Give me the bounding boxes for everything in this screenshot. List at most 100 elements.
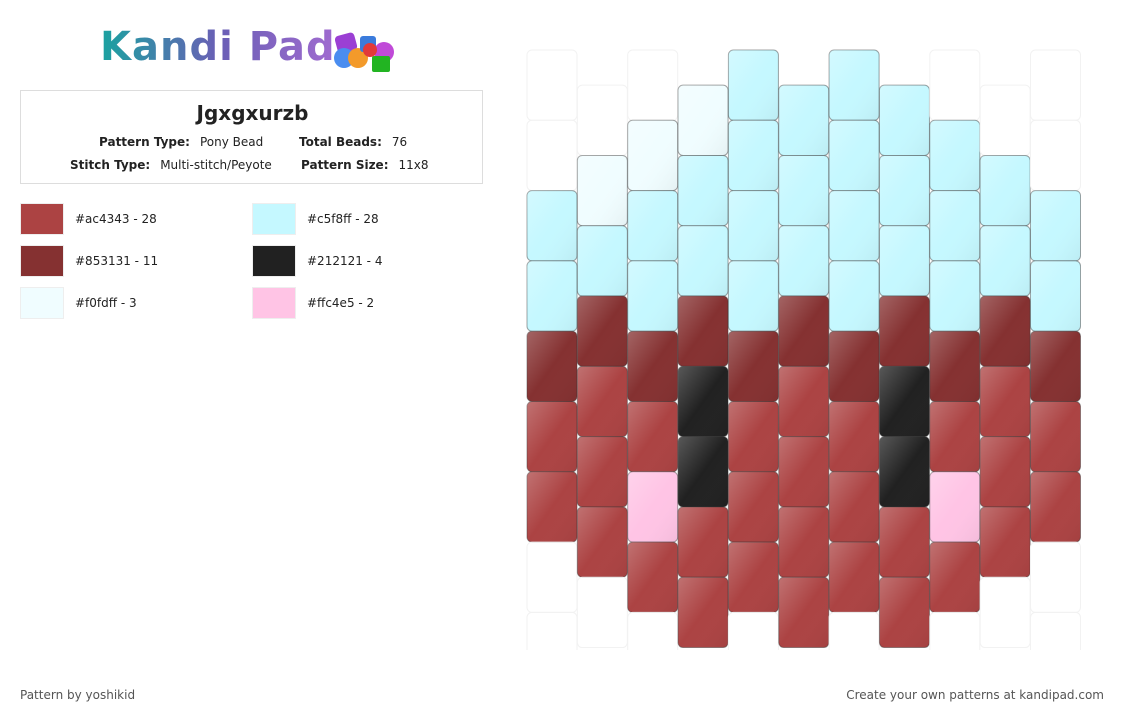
bead-gloss <box>527 401 577 472</box>
empty-cell <box>727 611 779 650</box>
bead-gloss <box>879 577 930 648</box>
legend-label: #212121 - 4 <box>307 254 383 268</box>
bead-gloss <box>728 190 779 261</box>
empty-cell <box>526 541 578 613</box>
bead-gloss <box>678 506 729 578</box>
bead-gloss <box>577 225 628 297</box>
empty-cell <box>1030 541 1081 613</box>
promo-link[interactable]: Create your own patterns at kandipad.com <box>846 688 1104 702</box>
info-value: Pony Bead <box>199 135 264 149</box>
bead-gloss <box>678 296 729 367</box>
info-panel: Jgxgxurzb Pattern Type: Pony Bead Total B… <box>20 90 483 184</box>
bead-gloss <box>778 85 829 156</box>
bead-gloss <box>879 436 930 507</box>
bead-gloss <box>829 190 880 261</box>
bead-gloss <box>577 506 628 578</box>
bead-gloss <box>829 50 880 121</box>
bead-gloss <box>627 331 678 402</box>
bead-gloss <box>929 190 980 261</box>
info-label: Total Beads: <box>299 135 382 149</box>
bead-gloss <box>980 506 1031 578</box>
legend-item: #ac4343 - 28 <box>20 203 157 235</box>
legend-label: #853131 - 11 <box>75 254 159 268</box>
bead-gloss <box>627 401 678 472</box>
bead-gloss <box>678 225 729 297</box>
bead-gloss <box>527 331 577 402</box>
bead-gloss <box>728 471 779 543</box>
bead-gloss <box>627 260 678 332</box>
info-item: Pattern Type: Pony Bead <box>99 135 263 149</box>
bead-gloss <box>829 331 880 402</box>
empty-cell <box>526 49 578 121</box>
legend-swatch <box>252 203 296 235</box>
bead-gloss <box>1030 471 1081 543</box>
info-value: 76 <box>391 135 408 149</box>
bead-gloss <box>879 155 930 226</box>
bead-gloss <box>829 260 880 332</box>
legend-item: #ffc4e5 - 2 <box>252 287 374 319</box>
empty-cell <box>526 611 578 650</box>
legend-label: #ffc4e5 - 2 <box>307 296 375 310</box>
bead-gloss <box>829 542 880 613</box>
legend-label: #c5f8ff - 28 <box>307 212 379 226</box>
bead-gloss <box>929 471 980 543</box>
legend-item: #853131 - 11 <box>20 245 158 277</box>
bead-gloss <box>527 190 577 261</box>
legend-item: #f0fdff - 3 <box>20 287 137 319</box>
empty-cell <box>627 611 679 650</box>
bead-gloss <box>879 366 930 437</box>
empty-cell <box>627 49 679 121</box>
bead-gloss <box>527 471 577 543</box>
logo-icon <box>334 32 394 72</box>
info-label: Pattern Size: <box>301 158 389 172</box>
bead-gloss <box>929 542 980 613</box>
bead-gloss <box>980 155 1031 226</box>
bead-gloss <box>829 471 880 543</box>
info-item: Total Beads: 76 <box>299 135 407 149</box>
info-item: Stitch Type: Multi-stitch/Peyote <box>70 158 272 172</box>
bead-gloss <box>980 225 1031 297</box>
bead-gloss <box>728 542 779 613</box>
bead-gloss <box>980 436 1031 507</box>
bead-gloss <box>577 155 628 226</box>
empty-cell <box>576 84 628 156</box>
bead-gloss <box>778 225 829 297</box>
bead-gloss <box>627 542 678 613</box>
empty-cell <box>1030 119 1081 192</box>
bead-gloss <box>1030 331 1081 402</box>
bead-gloss <box>627 471 678 543</box>
info-label: Stitch Type: <box>70 158 151 172</box>
bead-gloss <box>778 577 829 648</box>
empty-cell <box>1030 49 1081 121</box>
bead-gloss <box>778 436 829 507</box>
bead-gloss <box>627 120 678 191</box>
empty-cell <box>929 611 981 650</box>
bead-gloss <box>728 120 779 191</box>
bead-gloss <box>678 577 729 648</box>
bead-gloss <box>879 506 930 578</box>
legend-label: #ac4343 - 28 <box>75 212 157 226</box>
bead-gloss <box>627 190 678 261</box>
bead-gloss <box>1030 260 1081 332</box>
pattern-title: Jgxgxurzb <box>196 101 309 125</box>
legend-label: #f0fdff - 3 <box>75 296 137 310</box>
bead-gloss <box>728 331 779 402</box>
bead-gloss <box>728 50 779 121</box>
empty-cell <box>828 611 880 650</box>
logo[interactable]: Kandi Pad <box>100 24 336 70</box>
bead-gloss <box>678 436 729 507</box>
bead-gloss <box>879 296 930 367</box>
bead-gloss <box>829 120 880 191</box>
legend-swatch <box>20 245 64 277</box>
legend-swatch <box>252 245 296 277</box>
bead-gloss <box>678 155 729 226</box>
bead-gloss <box>879 85 930 156</box>
bead-gloss <box>1030 190 1081 261</box>
bead-gloss <box>879 225 930 297</box>
bead-gloss <box>577 296 628 367</box>
legend-swatch <box>252 287 296 319</box>
bead-gloss <box>929 260 980 332</box>
info-label: Pattern Type: <box>99 135 190 149</box>
empty-cell <box>979 84 1031 156</box>
